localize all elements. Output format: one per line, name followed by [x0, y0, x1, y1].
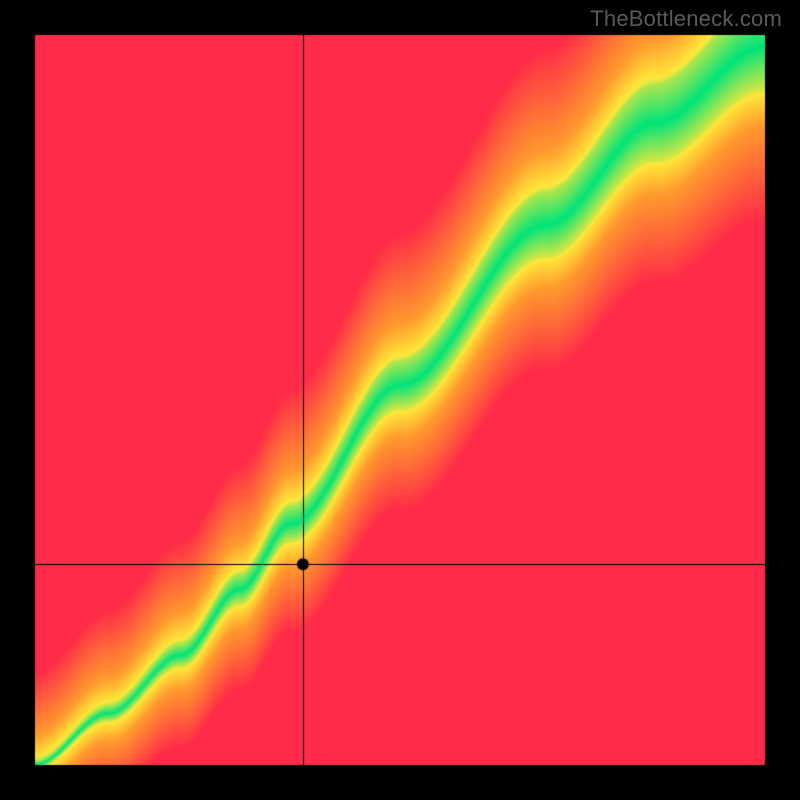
bottleneck-heatmap-canvas: [0, 0, 800, 800]
chart-container: TheBottleneck.com: [0, 0, 800, 800]
watermark-text: TheBottleneck.com: [590, 6, 782, 32]
